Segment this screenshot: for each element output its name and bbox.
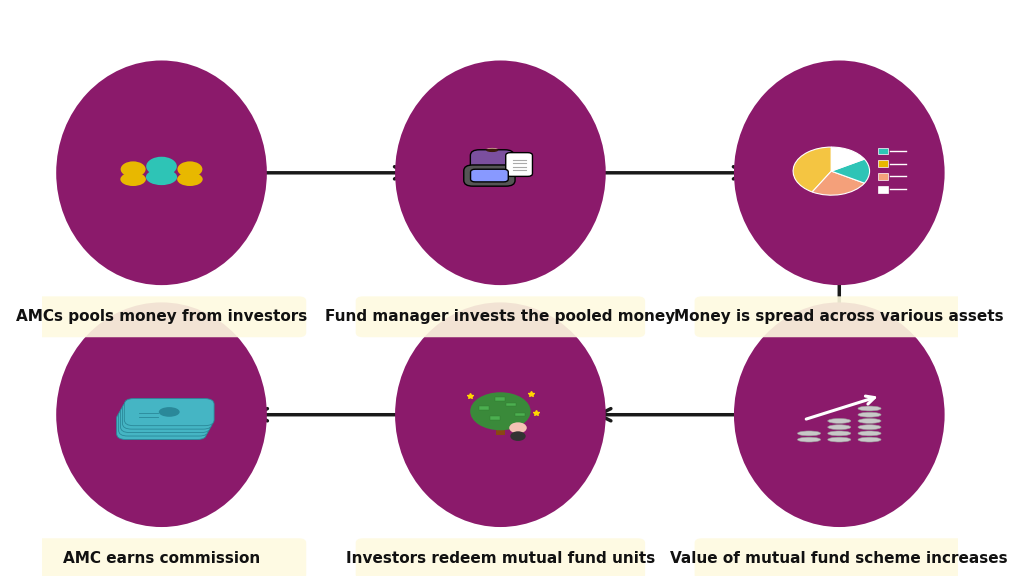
Bar (515, 413, 524, 416)
Text: AMC earns commission: AMC earns commission (62, 551, 260, 566)
Ellipse shape (734, 302, 944, 527)
Ellipse shape (827, 431, 851, 436)
Bar (479, 406, 488, 410)
Ellipse shape (510, 431, 525, 441)
Ellipse shape (121, 172, 145, 186)
Text: Investors redeem mutual fund units: Investors redeem mutual fund units (346, 551, 655, 566)
Text: Money is spread across various assets: Money is spread across various assets (675, 309, 1005, 324)
Ellipse shape (395, 302, 606, 527)
FancyBboxPatch shape (694, 297, 984, 338)
FancyBboxPatch shape (16, 297, 306, 338)
Wedge shape (793, 147, 831, 192)
Ellipse shape (153, 418, 174, 427)
FancyBboxPatch shape (16, 538, 306, 576)
Ellipse shape (798, 431, 820, 436)
Ellipse shape (157, 411, 178, 420)
Text: Fund manager invests the pooled money: Fund manager invests the pooled money (326, 309, 676, 324)
Ellipse shape (395, 60, 606, 285)
FancyBboxPatch shape (119, 409, 208, 436)
Wedge shape (831, 159, 869, 183)
Ellipse shape (827, 419, 851, 423)
Ellipse shape (486, 149, 499, 152)
Ellipse shape (159, 407, 179, 417)
Ellipse shape (858, 425, 881, 430)
Ellipse shape (858, 431, 881, 436)
FancyBboxPatch shape (117, 412, 207, 439)
FancyBboxPatch shape (506, 153, 532, 176)
Ellipse shape (858, 412, 881, 417)
FancyBboxPatch shape (124, 399, 214, 426)
Ellipse shape (858, 437, 881, 442)
Ellipse shape (858, 406, 881, 411)
Circle shape (470, 392, 530, 430)
Ellipse shape (827, 437, 851, 442)
Bar (878, 186, 888, 192)
FancyBboxPatch shape (694, 538, 984, 576)
Circle shape (177, 161, 203, 177)
FancyBboxPatch shape (123, 402, 212, 429)
FancyBboxPatch shape (471, 169, 508, 182)
Bar (496, 418, 505, 435)
Bar (878, 161, 888, 167)
Ellipse shape (155, 414, 176, 424)
FancyBboxPatch shape (464, 165, 515, 186)
Text: AMCs pools money from investors: AMCs pools money from investors (16, 309, 307, 324)
Bar (496, 397, 506, 401)
Bar (507, 403, 516, 406)
Circle shape (509, 422, 526, 433)
Ellipse shape (734, 60, 944, 285)
FancyBboxPatch shape (355, 297, 645, 338)
Bar (878, 148, 888, 154)
FancyBboxPatch shape (470, 150, 514, 177)
Wedge shape (831, 147, 864, 171)
Wedge shape (812, 171, 864, 195)
FancyBboxPatch shape (355, 538, 645, 576)
Circle shape (146, 157, 177, 176)
Ellipse shape (798, 437, 820, 442)
Ellipse shape (145, 169, 177, 185)
Text: Value of mutual fund scheme increases: Value of mutual fund scheme increases (671, 551, 1008, 566)
Circle shape (121, 161, 145, 177)
Circle shape (481, 148, 503, 162)
Ellipse shape (152, 421, 172, 431)
FancyBboxPatch shape (121, 406, 210, 433)
Ellipse shape (177, 172, 203, 186)
Ellipse shape (56, 60, 267, 285)
Ellipse shape (858, 419, 881, 423)
Ellipse shape (827, 425, 851, 430)
Bar (878, 173, 888, 180)
Bar (489, 416, 500, 420)
Ellipse shape (56, 302, 267, 527)
